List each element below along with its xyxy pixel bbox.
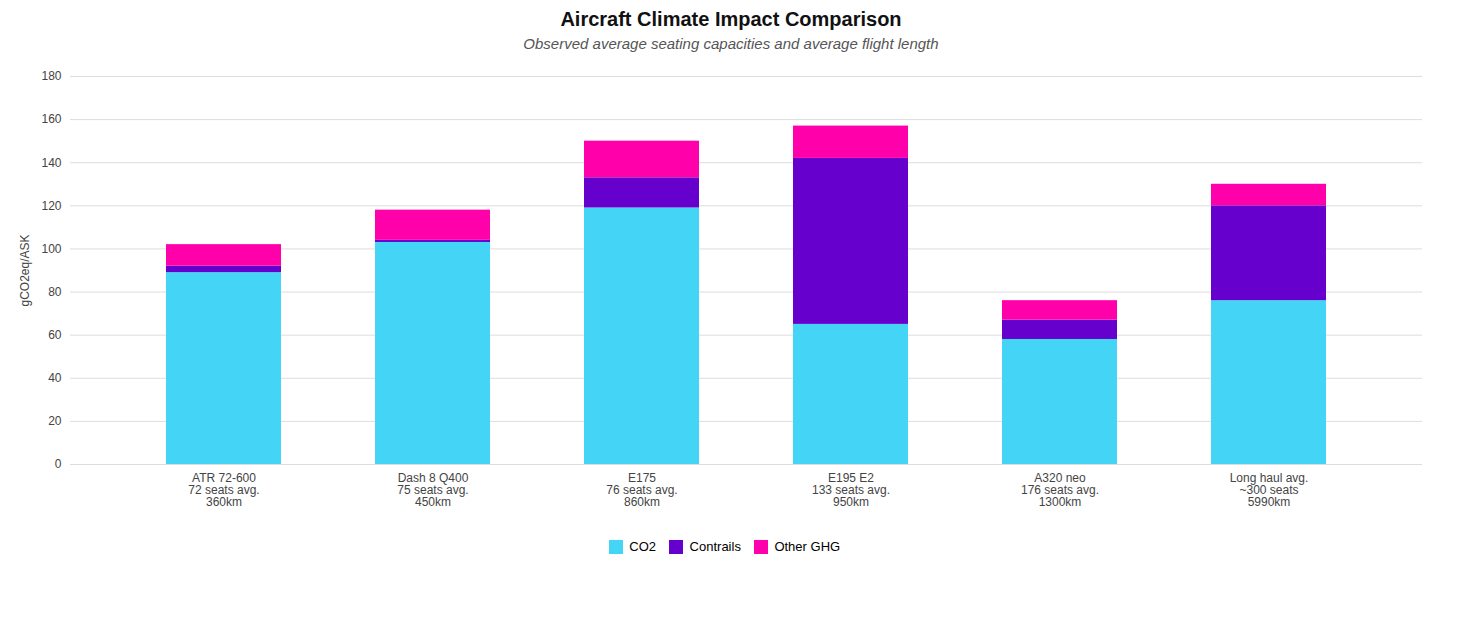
svg-text:0: 0 bbox=[55, 457, 62, 471]
svg-text:160: 160 bbox=[41, 112, 61, 126]
svg-text:100: 100 bbox=[41, 242, 61, 256]
html-text:Aircraft Climate Impact Compar: Aircraft Climate Impact Comparison bbox=[560, 8, 902, 30]
html-text:CO2: CO2 bbox=[629, 539, 657, 554]
svg-text:Long haul avg.~300 seats5990km: Long haul avg.~300 seats5990km bbox=[1230, 471, 1309, 509]
svg-text:E17576 seats avg.860km: E17576 seats avg.860km bbox=[606, 471, 677, 509]
svg-text:140: 140 bbox=[41, 156, 61, 170]
html-text:Observed average seating capac: Observed average seating capacities and … bbox=[523, 35, 939, 52]
svg-text:E195 E2133 seats avg.950km: E195 E2133 seats avg.950km bbox=[812, 471, 890, 509]
html-text:Other GHG: Other GHG bbox=[774, 539, 841, 554]
html-text:Contrails: Contrails bbox=[689, 539, 741, 554]
svg-text:A320 neo176 seats avg.1300km: A320 neo176 seats avg.1300km bbox=[1021, 471, 1099, 509]
svg-text:20: 20 bbox=[48, 414, 62, 428]
svg-text:80: 80 bbox=[48, 285, 62, 299]
svg-text:40: 40 bbox=[48, 371, 62, 385]
svg-text:120: 120 bbox=[41, 199, 61, 213]
svg-text:ATR 72-60072 seats avg.360km: ATR 72-60072 seats avg.360km bbox=[188, 471, 259, 509]
svg-text:gCO2eq/ASK: gCO2eq/ASK bbox=[18, 234, 32, 306]
svg-text:180: 180 bbox=[41, 69, 61, 83]
svg-text:Dash 8 Q40075 seats avg.450km: Dash 8 Q40075 seats avg.450km bbox=[397, 471, 468, 509]
svg-text:60: 60 bbox=[48, 328, 62, 342]
